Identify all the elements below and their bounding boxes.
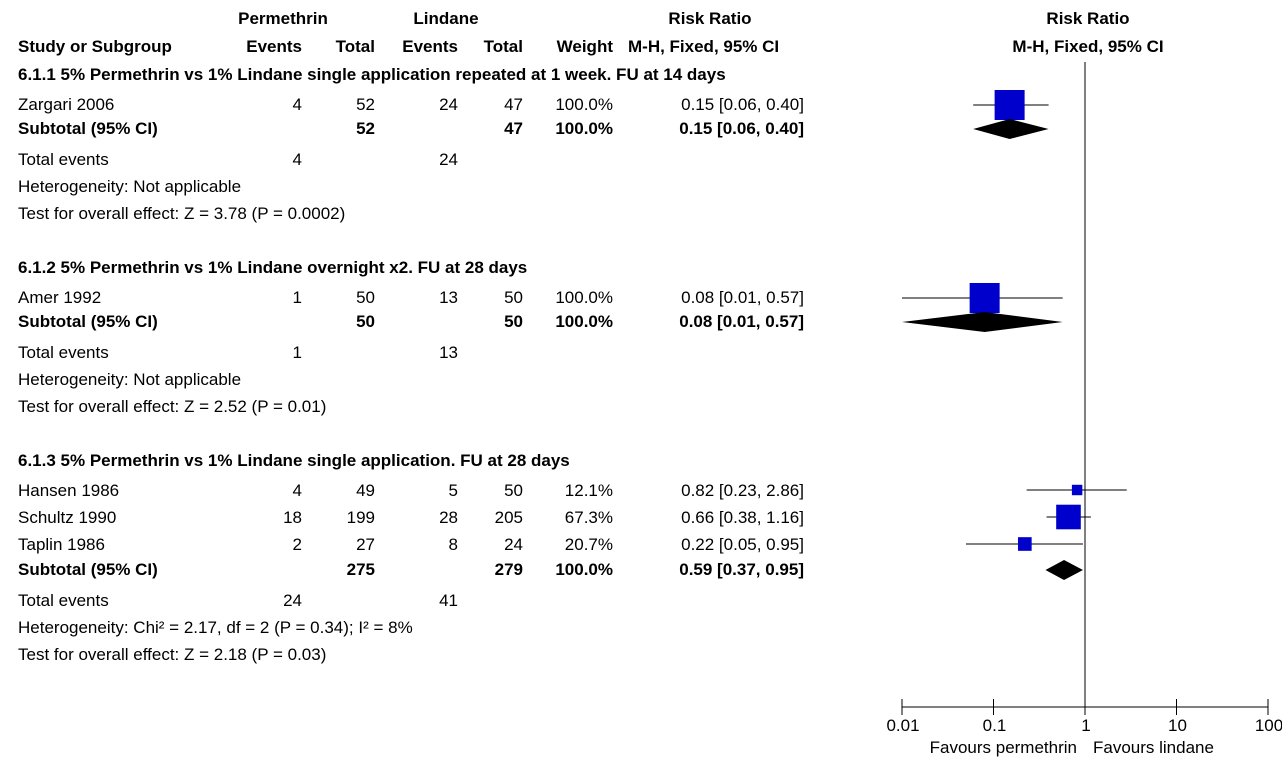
weight-value: 20.7% [564, 535, 613, 554]
subtotal-total1: 50 [356, 312, 375, 331]
weight-value: 100.0% [555, 288, 613, 307]
x-axis-ticks: 0.01 0.1 1 10 100 [886, 699, 1282, 735]
subtotal-risk-ratio: 0.59 [0.37, 0.95] [679, 560, 804, 579]
total1-value: 49 [356, 481, 375, 500]
total-events-label: Total events [18, 150, 109, 169]
x-tick-label: 0.01 [886, 716, 919, 735]
events1-value: 4 [292, 481, 302, 500]
favours-left-label: Favours permethrin [930, 738, 1077, 757]
x-tick-label: 100 [1255, 716, 1282, 735]
study-name: Schultz 1990 [18, 508, 117, 527]
plot-top-header: Risk Ratio [1046, 9, 1130, 28]
total-events2: 41 [439, 591, 458, 610]
plot-method-header: M-H, Fixed, 95% CI [1012, 37, 1164, 56]
subtotal-total1: 275 [346, 560, 375, 579]
subtotal-weight: 100.0% [555, 119, 613, 138]
subtotal-diamond [973, 119, 1049, 139]
heterogeneity-text: Heterogeneity: Chi² = 2.17, df = 2 (P = … [18, 618, 413, 637]
x-tick-label: 1 [1081, 716, 1090, 735]
total-events1: 1 [292, 343, 302, 362]
risk-ratio-value: 0.22 [0.05, 0.95] [681, 535, 804, 554]
subtotal-weight: 100.0% [555, 312, 613, 331]
events1-header: Events [246, 37, 302, 56]
favours-right-label: Favours lindane [1093, 738, 1214, 757]
events2-value: 5 [448, 481, 458, 500]
total1-value: 52 [356, 95, 375, 114]
risk-ratio-value: 0.82 [0.23, 2.86] [681, 481, 804, 500]
study-square [994, 90, 1025, 120]
weight-value: 100.0% [555, 95, 613, 114]
overall-effect-text: Test for overall effect: Z = 2.52 (P = 0… [18, 397, 327, 416]
total1-value: 50 [356, 288, 375, 307]
study-square [1018, 537, 1032, 551]
group1-header: Permethrin [238, 9, 328, 28]
study-name: Amer 1992 [18, 288, 102, 307]
total2-value: 50 [504, 288, 523, 307]
total2-value: 50 [504, 481, 523, 500]
subtotal-label: Subtotal (95% CI) [18, 560, 158, 579]
risk-ratio-value: 0.66 [0.38, 1.16] [681, 508, 804, 527]
group2-header: Lindane [413, 9, 479, 28]
subtotal-diamond [902, 312, 1063, 332]
events1-value: 18 [283, 508, 302, 527]
events2-header: Events [402, 37, 458, 56]
subtotal-total2: 47 [504, 119, 523, 138]
risk-ratio-value: 0.08 [0.01, 0.57] [681, 288, 804, 307]
total2-value: 24 [504, 535, 523, 554]
rr-method-header: M-H, Fixed, 95% CI [628, 37, 780, 56]
total-events1: 4 [292, 150, 302, 169]
events1-value: 2 [292, 535, 302, 554]
study-name: Taplin 1986 [18, 535, 105, 554]
subtotal-risk-ratio: 0.15 [0.06, 0.40] [679, 119, 804, 138]
subtotal-weight: 100.0% [555, 560, 613, 579]
plot-marks [902, 90, 1127, 580]
total2-value: 205 [494, 508, 523, 527]
study-name: Hansen 1986 [18, 481, 120, 500]
total1-header: Total [335, 37, 375, 56]
events2-value: 8 [448, 535, 458, 554]
rr-top-header: Risk Ratio [668, 9, 752, 28]
subtotal-total1: 52 [356, 119, 375, 138]
subgroup-title: 6.1.1 5% Permethrin vs 1% Lindane single… [18, 65, 726, 84]
x-tick-label: 10 [1168, 716, 1187, 735]
study-square [1056, 504, 1081, 530]
subtotal-risk-ratio: 0.08 [0.01, 0.57] [679, 312, 804, 331]
events2-value: 28 [439, 508, 458, 527]
heterogeneity-text: Heterogeneity: Not applicable [18, 370, 242, 389]
total-events1: 24 [283, 591, 302, 610]
subtotal-label: Subtotal (95% CI) [18, 119, 158, 138]
total-events2: 13 [439, 343, 458, 362]
total1-value: 27 [356, 535, 375, 554]
x-tick-label: 0.1 [983, 716, 1007, 735]
study-square [1071, 484, 1083, 496]
events2-value: 13 [439, 288, 458, 307]
events1-value: 4 [292, 95, 302, 114]
total2-header: Total [483, 37, 523, 56]
total-events-label: Total events [18, 343, 109, 362]
risk-ratio-value: 0.15 [0.06, 0.40] [681, 95, 804, 114]
total-events2: 24 [439, 150, 458, 169]
subgroup-title: 6.1.2 5% Permethrin vs 1% Lindane overni… [18, 258, 528, 277]
events1-value: 1 [292, 288, 302, 307]
subtotal-total2: 279 [494, 560, 523, 579]
weight-value: 12.1% [564, 481, 613, 500]
overall-effect-text: Test for overall effect: Z = 2.18 (P = 0… [18, 645, 327, 664]
study-column-header: Study or Subgroup [18, 37, 172, 56]
overall-effect-text: Test for overall effect: Z = 3.78 (P = 0… [18, 204, 346, 223]
subtotal-label: Subtotal (95% CI) [18, 312, 158, 331]
subtotal-diamond [1045, 560, 1083, 580]
events2-value: 24 [439, 95, 458, 114]
weight-value: 67.3% [564, 508, 613, 527]
total1-value: 199 [346, 508, 375, 527]
subtotal-total2: 50 [504, 312, 523, 331]
heterogeneity-text: Heterogeneity: Not applicable [18, 177, 242, 196]
weight-header: Weight [556, 37, 613, 56]
study-square [969, 283, 1000, 313]
total-events-label: Total events [18, 591, 109, 610]
study-name: Zargari 2006 [18, 95, 115, 114]
subgroup-title: 6.1.3 5% Permethrin vs 1% Lindane single… [18, 451, 570, 470]
total2-value: 47 [504, 95, 523, 114]
